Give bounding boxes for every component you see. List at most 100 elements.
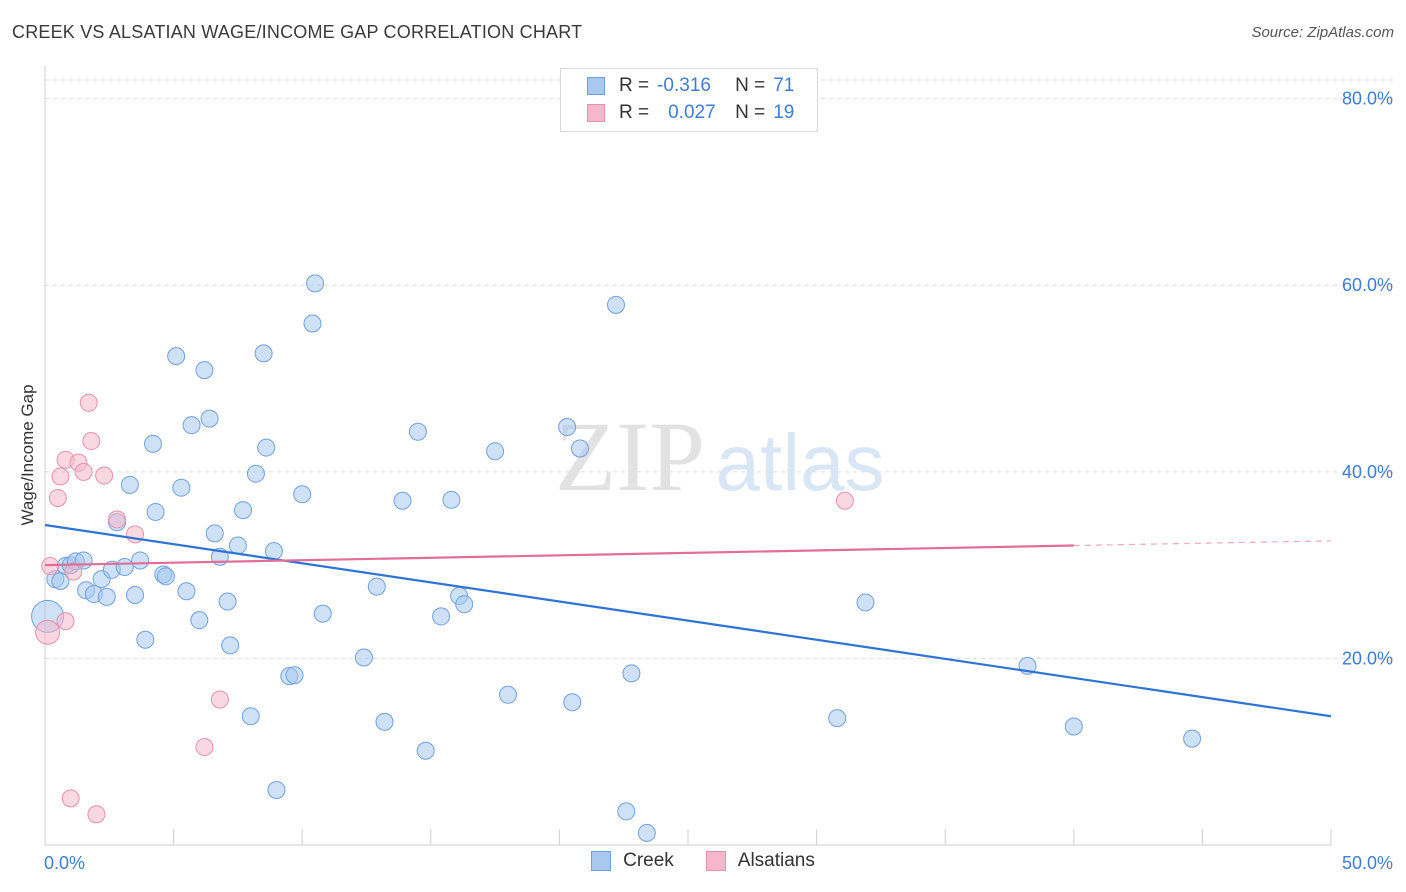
creek-point bbox=[606, 295, 625, 314]
alsatians-point bbox=[95, 466, 114, 485]
creek-point bbox=[131, 551, 150, 570]
watermark-atlas: atlas bbox=[716, 418, 885, 507]
creek-point bbox=[218, 592, 237, 611]
creek-point bbox=[126, 585, 145, 604]
creek-point bbox=[293, 485, 312, 504]
creek-point bbox=[313, 604, 332, 623]
gridlines bbox=[45, 79, 1394, 659]
creek-point bbox=[455, 595, 474, 614]
y-tick-label: 60.0% bbox=[1342, 275, 1393, 295]
r-label: R = bbox=[619, 102, 650, 123]
correlation-legend: R = -0.316 N = 71 R = 0.027 N = 19 bbox=[560, 68, 818, 132]
creek-point bbox=[442, 490, 461, 509]
creek-point bbox=[177, 582, 196, 601]
x-tick-label: 50.0% bbox=[1342, 853, 1393, 873]
n-label: N = bbox=[735, 75, 766, 96]
alsatians-swatch bbox=[587, 104, 605, 122]
y-tick-label: 40.0% bbox=[1342, 462, 1393, 482]
creek-point bbox=[267, 780, 286, 799]
creek-point bbox=[97, 587, 116, 606]
alsatians-point bbox=[210, 690, 229, 709]
creek-swatch bbox=[587, 77, 605, 95]
creek-point bbox=[416, 741, 435, 760]
creek-point bbox=[306, 274, 325, 293]
alsatians-trend-extension bbox=[1073, 540, 1332, 547]
tick-labels: 20.0% 40.0% 60.0% 80.0% 0.0% 50.0% bbox=[44, 89, 1393, 873]
creek-legend-label: Creek bbox=[623, 850, 674, 871]
r-value: 0.027 bbox=[668, 102, 716, 123]
n-value: 19 bbox=[773, 102, 795, 123]
alsatians-point bbox=[56, 612, 75, 631]
alsatians-point bbox=[108, 510, 127, 529]
alsatians-point bbox=[82, 432, 101, 451]
creek-point bbox=[303, 314, 322, 333]
x-tick-label: 0.0% bbox=[44, 853, 85, 873]
y-tick-label: 80.0% bbox=[1342, 89, 1393, 109]
alsatians-point bbox=[51, 467, 70, 486]
creek-point bbox=[221, 636, 240, 655]
r-value: -0.316 bbox=[657, 75, 711, 96]
legend-row-creek: R = -0.316 N = 71 bbox=[587, 73, 794, 99]
creek-point bbox=[228, 536, 247, 555]
alsatians-point bbox=[61, 789, 80, 808]
creek-point bbox=[856, 593, 875, 612]
creek-point bbox=[637, 823, 656, 842]
creek-point bbox=[617, 802, 636, 821]
alsatians-legend-label: Alsatians bbox=[737, 850, 815, 871]
creek-point bbox=[120, 475, 139, 494]
watermark: ZIP atlas bbox=[555, 401, 884, 512]
creek-point bbox=[182, 416, 201, 435]
creek-point bbox=[172, 478, 191, 497]
creek-point bbox=[285, 666, 304, 685]
creek-point bbox=[486, 442, 505, 461]
creek-point bbox=[1183, 729, 1202, 748]
creek-point bbox=[570, 439, 589, 458]
alsatians-points bbox=[35, 393, 854, 824]
creek-point bbox=[1064, 717, 1083, 736]
creek-point bbox=[498, 685, 517, 704]
n-value: 71 bbox=[773, 75, 795, 96]
alsatians-point bbox=[195, 738, 214, 757]
chart-title: CREEK VS ALSATIAN WAGE/INCOME GAP CORREL… bbox=[12, 22, 583, 42]
creek-point bbox=[828, 709, 847, 728]
creek-point bbox=[354, 648, 373, 667]
creek-point bbox=[190, 611, 209, 630]
creek-point bbox=[200, 409, 219, 428]
creek-point bbox=[246, 464, 265, 483]
creek-legend-swatch bbox=[591, 851, 612, 871]
creek-point bbox=[408, 422, 427, 441]
creek-point bbox=[144, 434, 163, 453]
creek-point bbox=[167, 347, 186, 366]
creek-points bbox=[31, 274, 1202, 842]
creek-point bbox=[234, 501, 253, 520]
alsatians-point bbox=[79, 393, 98, 412]
creek-point bbox=[558, 418, 577, 437]
creek-point bbox=[136, 630, 155, 649]
alsatians-trend-line bbox=[44, 544, 1074, 567]
creek-point bbox=[375, 712, 394, 731]
y-axis-label: Wage/Income Gap bbox=[18, 384, 37, 526]
creek-point bbox=[205, 524, 224, 543]
creek-point bbox=[254, 344, 273, 363]
alsatians-point bbox=[64, 562, 83, 581]
creek-point bbox=[367, 577, 386, 596]
series-legend: Creek Alsatians bbox=[0, 850, 1406, 872]
axes bbox=[44, 66, 1332, 846]
creek-point bbox=[393, 491, 412, 510]
alsatians-point bbox=[87, 805, 106, 824]
n-label: N = bbox=[735, 102, 766, 123]
creek-point bbox=[257, 438, 276, 457]
alsatians-point bbox=[48, 488, 67, 507]
creek-point bbox=[156, 567, 175, 586]
source-label: Source: ZipAtlas.com bbox=[1251, 24, 1394, 41]
creek-point bbox=[195, 361, 214, 380]
legend-item-alsatians: Alsatians bbox=[705, 850, 815, 872]
creek-point bbox=[622, 664, 641, 683]
creek-point bbox=[563, 693, 582, 712]
creek-trend-line bbox=[44, 523, 1332, 718]
alsatians-point bbox=[35, 619, 61, 645]
trend-lines bbox=[44, 523, 1332, 718]
legend-row-alsatians: R = 0.027 N = 19 bbox=[587, 100, 794, 126]
creek-point bbox=[241, 707, 260, 726]
